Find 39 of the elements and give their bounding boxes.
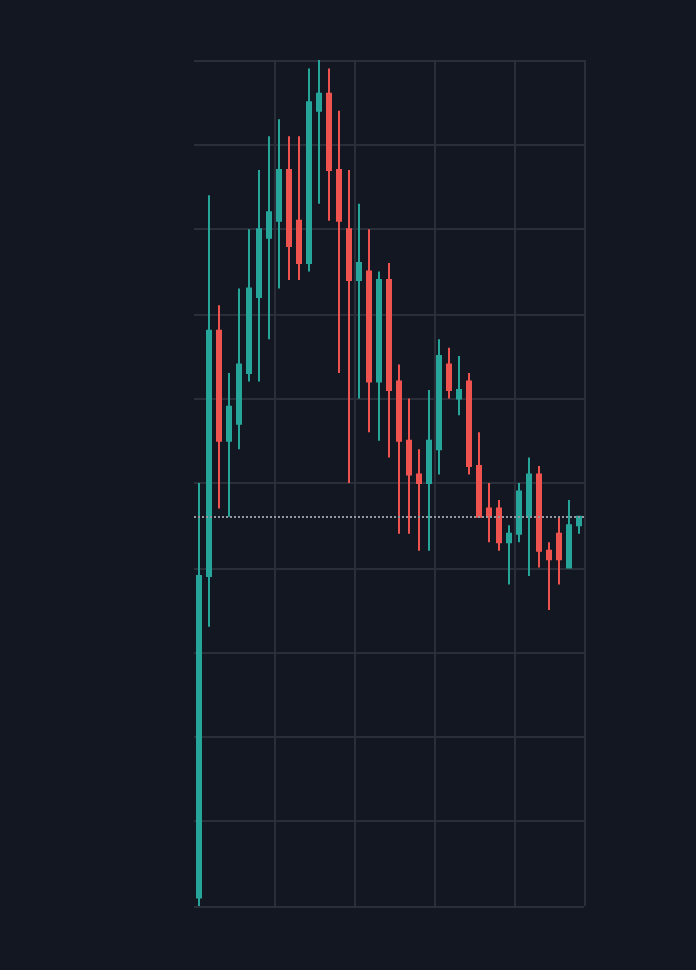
candlestick <box>366 228 372 434</box>
candlestick <box>236 287 242 451</box>
candlestick <box>276 118 282 290</box>
candlestick <box>496 498 502 552</box>
candlestick <box>286 135 292 281</box>
candlestick <box>306 67 312 273</box>
candlestick <box>376 270 382 442</box>
candlestick <box>346 168 352 484</box>
candlestick <box>456 355 462 417</box>
candlestick <box>206 194 212 628</box>
candlestick <box>476 431 482 518</box>
candlestick <box>566 498 572 569</box>
candlestick <box>256 168 262 383</box>
candlestick <box>436 338 442 476</box>
candlestick <box>556 515 562 586</box>
candlestick <box>326 67 332 222</box>
candlestick <box>486 482 492 544</box>
candlestick <box>426 388 432 552</box>
candlestick <box>386 262 392 459</box>
candlestick <box>466 372 472 476</box>
candlestick <box>446 346 452 400</box>
candlestick <box>506 524 512 586</box>
candlestick <box>246 228 252 383</box>
candlestick <box>576 515 582 535</box>
candlestick <box>396 363 402 535</box>
candlestick <box>416 448 422 552</box>
candlestick <box>296 135 302 281</box>
candlestick <box>266 135 272 341</box>
candlestick <box>356 202 362 400</box>
candlestick <box>316 59 322 205</box>
candlestick <box>406 397 412 535</box>
candlestick <box>536 465 542 569</box>
candlestick <box>526 456 532 578</box>
candlestick <box>226 372 232 518</box>
candlestick <box>196 482 202 907</box>
candlestick <box>216 304 222 510</box>
candlestick <box>546 541 552 611</box>
candlestick <box>336 109 342 375</box>
candlestick <box>516 482 522 544</box>
